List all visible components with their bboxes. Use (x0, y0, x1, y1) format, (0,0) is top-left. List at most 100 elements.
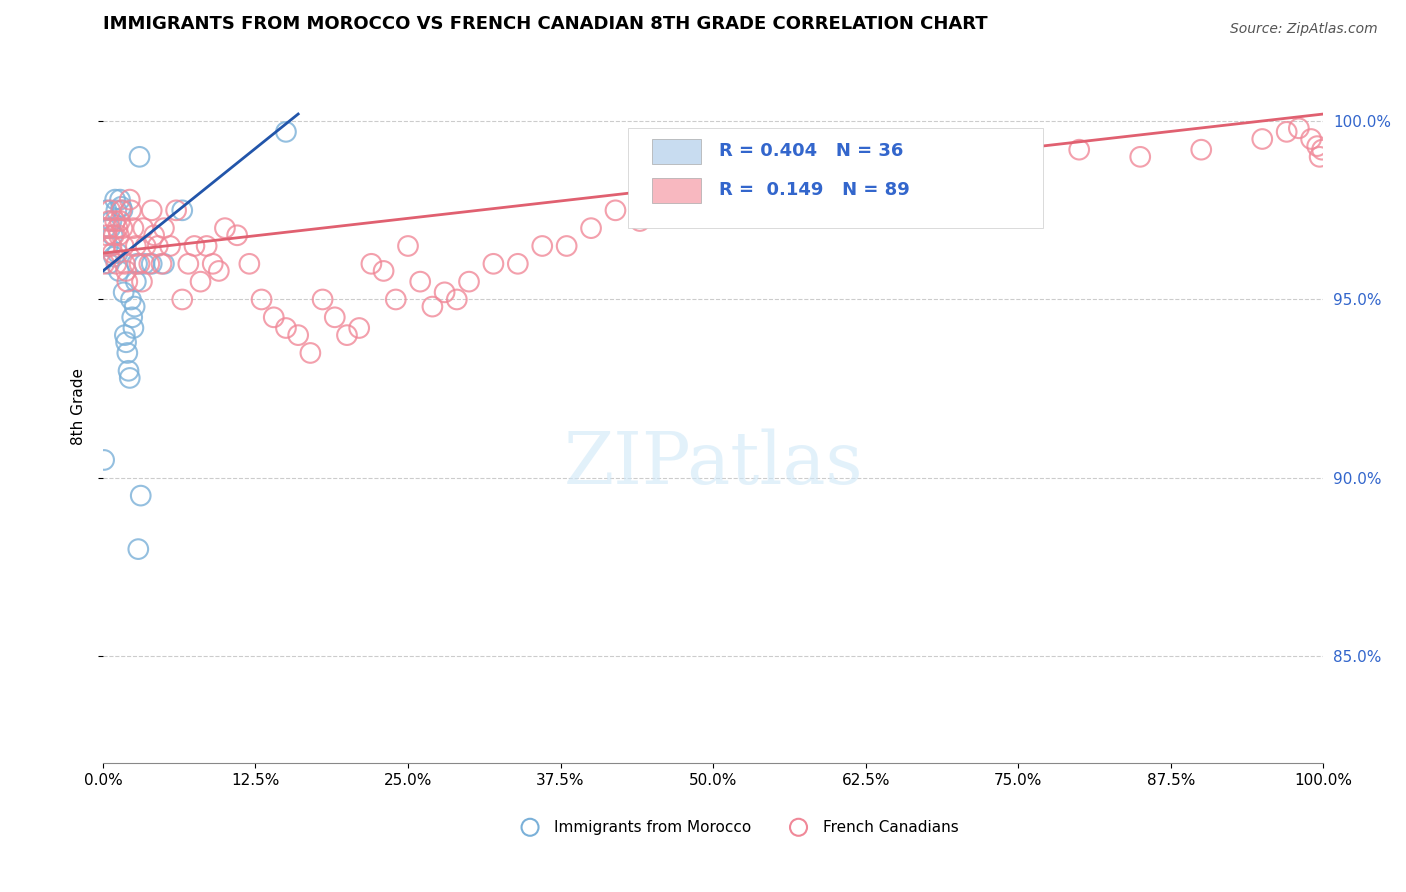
Point (111, 221, 134, 235)
Point (763, 186, 786, 200)
Point (96, 203, 118, 218)
Point (134, 257, 156, 271)
Point (103, 228, 125, 243)
Point (153, 221, 176, 235)
Point (824, 168, 846, 182)
Point (226, 228, 249, 243)
Point (143, 228, 166, 243)
Point (117, 346, 139, 360)
Point (150, 257, 173, 271)
Point (105, 203, 128, 218)
Point (579, 221, 602, 235)
Point (125, 275, 148, 289)
Point (115, 264, 138, 278)
FancyBboxPatch shape (652, 139, 700, 164)
Point (605, 203, 627, 218)
Point (104, 214, 127, 228)
Point (98, 221, 121, 235)
Point (506, 257, 529, 271)
Point (125, 257, 148, 271)
Point (122, 321, 145, 335)
Point (214, 221, 236, 235)
Point (652, 203, 675, 218)
Point (93, 453, 115, 467)
Point (678, 193, 700, 207)
Point (531, 239, 554, 253)
Point (311, 293, 333, 307)
Point (120, 203, 142, 218)
Point (422, 300, 444, 314)
Point (299, 346, 322, 360)
Point (104, 193, 127, 207)
Point (118, 193, 141, 207)
Point (146, 239, 169, 253)
Point (96, 228, 118, 243)
Point (159, 239, 181, 253)
Point (287, 328, 309, 343)
Point (107, 246, 129, 260)
Point (946, 157, 969, 171)
Point (201, 257, 224, 271)
Point (110, 200, 132, 214)
Point (482, 257, 505, 271)
Point (884, 168, 907, 182)
Point (274, 321, 297, 335)
Point (138, 257, 160, 271)
Point (336, 328, 359, 343)
Point (250, 293, 273, 307)
Text: Immigrants from Morocco: Immigrants from Morocco (554, 820, 752, 835)
Point (183, 239, 205, 253)
Y-axis label: 8th Grade: 8th Grade (72, 368, 86, 445)
Point (238, 257, 260, 271)
Point (396, 239, 419, 253)
Point (165, 203, 187, 218)
Point (1251, 132, 1274, 146)
Point (1189, 143, 1212, 157)
Point (115, 335, 138, 350)
Point (105, 257, 128, 271)
Point (1288, 121, 1310, 136)
Point (1309, 150, 1331, 164)
Point (101, 246, 124, 260)
Point (433, 285, 456, 300)
Point (131, 275, 153, 289)
Point (108, 193, 131, 207)
Point (118, 371, 141, 385)
Point (98, 203, 121, 218)
Point (1069, 143, 1091, 157)
Point (128, 150, 150, 164)
Point (153, 257, 176, 271)
Point (98, 214, 121, 228)
Point (114, 257, 136, 271)
Point (702, 203, 724, 218)
FancyBboxPatch shape (652, 178, 700, 203)
Text: ZIPatlas: ZIPatlas (564, 428, 863, 499)
Point (112, 239, 135, 253)
Point (107, 221, 129, 235)
Point (1129, 150, 1152, 164)
Text: IMMIGRANTS FROM MOROCCO VS FRENCH CANADIAN 8TH GRADE CORRELATION CHART: IMMIGRANTS FROM MOROCCO VS FRENCH CANADI… (103, 15, 987, 33)
Point (101, 228, 124, 243)
Point (94, 239, 117, 253)
Point (141, 203, 163, 218)
Point (100, 214, 122, 228)
Point (112, 285, 135, 300)
Point (141, 257, 163, 271)
Point (110, 203, 132, 218)
Point (263, 310, 285, 325)
Point (111, 203, 134, 218)
Point (1275, 125, 1298, 139)
Point (94, 221, 117, 235)
Text: Source: ZipAtlas.com: Source: ZipAtlas.com (1230, 22, 1378, 37)
Point (97, 221, 120, 235)
Point (127, 542, 149, 557)
Point (360, 257, 382, 271)
Point (458, 275, 481, 289)
Point (129, 489, 152, 503)
Point (97, 239, 120, 253)
Point (122, 221, 145, 235)
Point (1299, 132, 1322, 146)
Point (103, 250, 125, 264)
Point (128, 257, 150, 271)
Point (190, 275, 212, 289)
